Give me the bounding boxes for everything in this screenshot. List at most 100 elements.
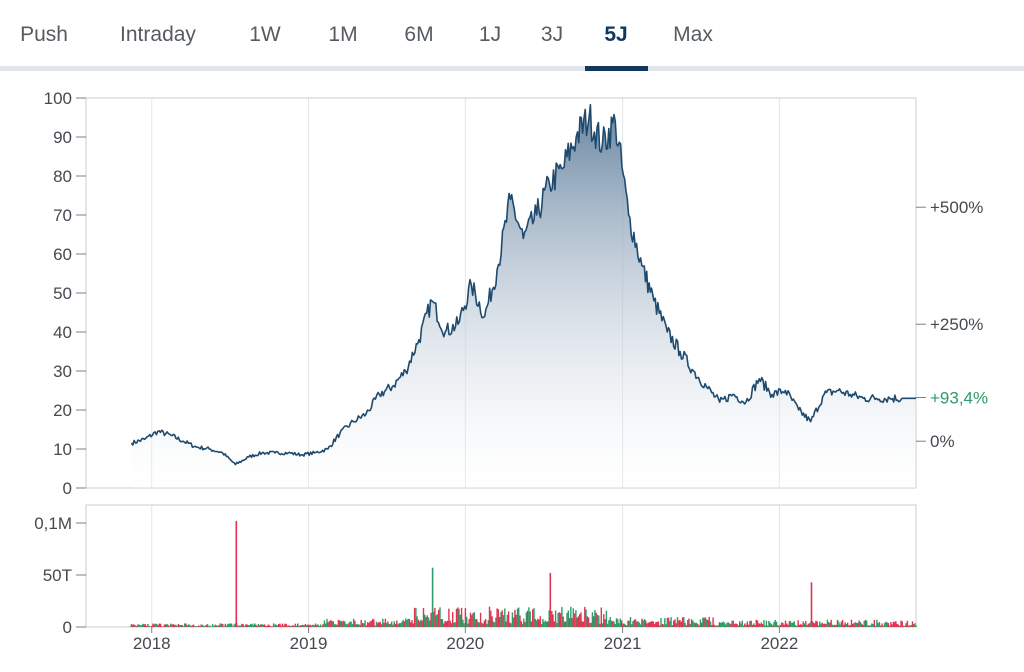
volume-bar <box>515 614 517 627</box>
volume-bar <box>638 622 641 627</box>
volume-bar <box>312 624 314 627</box>
volume-bar <box>814 623 816 627</box>
volume-bar <box>410 622 412 627</box>
volume-bar <box>872 623 874 627</box>
volume-bar <box>247 625 249 627</box>
price-y-tick-label: 100 <box>44 89 72 108</box>
volume-bar <box>551 611 553 627</box>
volume-bar <box>303 625 305 627</box>
volume-bar <box>788 621 790 627</box>
volume-bar <box>778 625 780 627</box>
volume-bar <box>359 625 361 627</box>
tab-5j[interactable]: 5J <box>604 23 628 46</box>
volume-bar <box>567 610 569 627</box>
volume-bar <box>703 617 705 627</box>
volume-bar <box>773 621 775 627</box>
volume-bar <box>199 626 201 627</box>
volume-bar <box>283 625 285 627</box>
volume-bar <box>604 619 606 627</box>
volume-bar <box>626 625 628 627</box>
volume-bar <box>217 625 219 627</box>
volume-bar <box>309 624 312 627</box>
volume-bar <box>741 620 743 627</box>
volume-bar <box>726 622 728 627</box>
volume-bar <box>892 621 895 627</box>
volume-bar <box>382 618 384 627</box>
volume-bar <box>450 623 453 627</box>
volume-bar <box>720 622 722 627</box>
volume-bar <box>351 624 354 627</box>
tabbar-divider <box>0 66 1024 71</box>
volume-bar <box>135 626 138 627</box>
volume-bar <box>612 621 614 627</box>
volume-bar <box>806 625 808 627</box>
volume-bar <box>224 623 226 627</box>
volume-bar <box>687 620 689 627</box>
volume-bar <box>466 616 468 627</box>
volume-bar <box>867 625 869 627</box>
volume-bar <box>523 618 525 627</box>
volume-bar <box>791 623 793 627</box>
volume-bar <box>570 606 572 627</box>
volume-bar <box>321 626 323 627</box>
tab-max[interactable]: Max <box>673 23 713 46</box>
volume-bar <box>876 619 878 627</box>
volume-bar <box>525 612 528 627</box>
volume-bar <box>767 625 769 627</box>
volume-bar <box>434 607 436 627</box>
volume-bar <box>868 625 870 627</box>
volume-bar <box>342 620 345 627</box>
volume-bar <box>377 623 379 627</box>
volume-bar <box>317 624 319 627</box>
tab-1m[interactable]: 1M <box>328 23 358 46</box>
volume-bar <box>231 623 233 627</box>
volume-bar <box>594 610 596 627</box>
volume-bar <box>852 623 854 627</box>
volume-bar <box>692 620 694 627</box>
tab-1w[interactable]: 1W <box>249 23 281 46</box>
tab-intraday[interactable]: Intraday <box>120 23 196 46</box>
volume-bar <box>742 625 745 627</box>
volume-bar <box>910 625 912 627</box>
volume-bar <box>493 622 496 627</box>
volume-bar <box>198 625 200 627</box>
tab-push[interactable]: Push <box>20 23 68 46</box>
tab-3j[interactable]: 3J <box>540 23 564 46</box>
volume-bar <box>699 619 702 627</box>
volume-bar <box>211 624 214 627</box>
volume-bar <box>709 621 712 627</box>
volume-bar <box>618 623 620 627</box>
volume-bar <box>468 619 470 627</box>
volume-bar <box>524 621 526 627</box>
volume-bar <box>662 624 665 627</box>
tab-1j[interactable]: 1J <box>478 23 502 46</box>
volume-bar <box>848 625 850 627</box>
volume-bar <box>855 622 858 627</box>
volume-bar <box>874 625 877 627</box>
volume-bar <box>394 623 397 627</box>
volume-bar <box>440 619 442 627</box>
volume-bar <box>424 614 426 627</box>
volume-bar <box>408 619 411 627</box>
volume-bar <box>803 623 806 627</box>
volume-bar <box>214 624 216 627</box>
volume-bar <box>393 621 395 627</box>
volume-bar <box>152 623 154 627</box>
volume-bar <box>793 621 795 627</box>
volume-bar <box>228 623 230 627</box>
volume-bar <box>532 609 534 627</box>
volume-bar <box>599 623 601 627</box>
volume-bar <box>877 623 879 627</box>
volume-bar <box>232 626 234 627</box>
volume-bar <box>220 623 223 627</box>
volume-bar <box>749 620 751 627</box>
volume-bar <box>841 620 844 627</box>
volume-bar <box>690 619 693 627</box>
volume-bar <box>243 625 246 627</box>
volume-bar <box>387 621 389 627</box>
volume-bar <box>190 626 192 627</box>
volume-bar <box>276 625 279 627</box>
volume-bar <box>264 624 266 627</box>
volume-bar <box>333 624 336 627</box>
tab-6m[interactable]: 6M <box>404 23 434 46</box>
